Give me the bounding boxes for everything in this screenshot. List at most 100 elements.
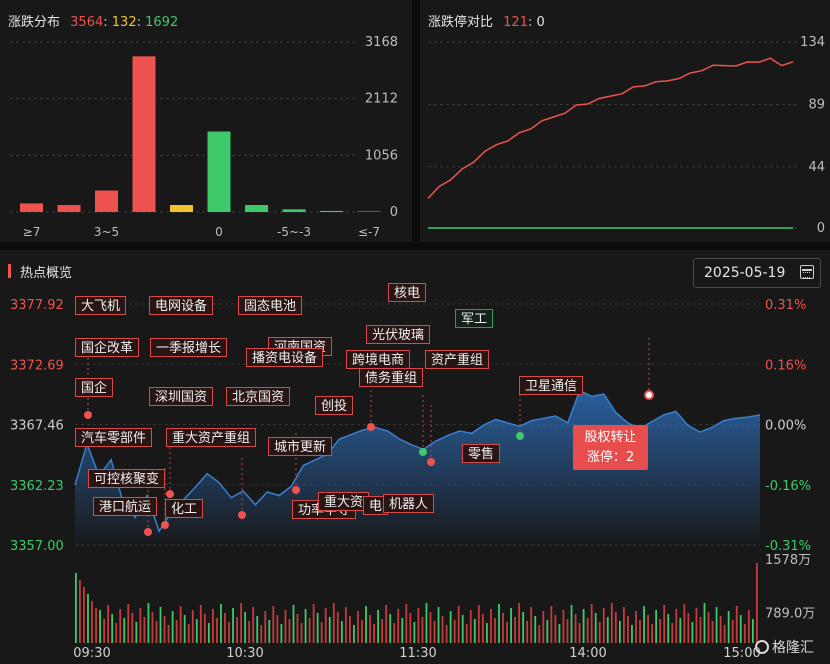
hotspot-tag[interactable]: 债务重组 [359,368,424,387]
bar [170,205,193,212]
limit-chart: 134 89 44 0 [427,35,825,236]
volume-bar [498,604,500,643]
y-tick-right: -0.16% [765,479,811,494]
volume-bar [365,606,367,643]
volume-bar [643,606,645,643]
volume-bar [216,618,218,643]
volume-bar [465,624,468,643]
y-tick-left: 3367.46 [10,419,64,434]
volume-bar [590,604,593,643]
y-tick-label: 2112 [365,92,398,107]
volume-bar [659,619,662,643]
volume-bar [715,607,718,643]
distribution-title: 涨跌分布 3564: 132: 1692 [8,11,178,30]
volume-bar [707,612,710,643]
volume-bar [183,615,186,643]
volume-bar [586,618,589,643]
calendar-icon[interactable] [800,265,814,279]
hotspot-tag[interactable]: 深圳国资 [149,387,214,406]
x-tick-label: 11:30 [399,646,436,661]
hotspot-title-label: 热点概览 [20,266,73,281]
volume-bar [562,610,565,643]
volume-bar [675,609,678,643]
volume-bar [566,619,569,643]
y-tick-right: -0.31% [765,539,811,554]
volume-bar [324,608,327,643]
hotspot-tag[interactable]: 资产重组 [425,350,490,369]
event-marker [292,486,300,494]
hotspot-tag[interactable]: 跨境电商 [346,350,411,369]
volume-bar [119,609,122,643]
hotspot-tag[interactable]: 创投 [315,396,354,415]
volume-bar [107,605,110,643]
brand-icon [755,640,769,654]
hotspot-tag[interactable]: 汽车零部件 [75,428,153,447]
volume-bar [288,619,291,643]
event-marker [238,511,246,519]
hotspot-tag[interactable]: 固态电池 [238,296,303,315]
volume-bar [570,605,573,643]
y-tick-label: 3168 [365,35,398,50]
volume-bar [635,611,637,643]
hotspot-tag[interactable]: 一季报增长 [150,338,228,357]
event-marker [144,528,152,536]
tooltip-card: 股权转让 涨停：2 [573,425,648,470]
volume-bar [574,614,577,643]
volume-bar [195,619,198,643]
volume-bar [457,606,460,643]
volume-bar [445,625,448,643]
volume-bar [135,622,138,643]
volume-bar [244,612,247,643]
hotspot-tag[interactable]: 化工 [165,499,204,518]
limit-title-label: 涨跌停对比 [428,15,494,30]
bar [207,131,231,212]
volume-bar [328,617,331,643]
hotspot-title: 热点概览 [20,262,72,281]
hotspot-tag[interactable]: 大飞机 [75,296,127,315]
event-marker [367,423,375,431]
hotspot-tag[interactable]: 核电 [388,283,427,302]
hotspot-tag[interactable]: 电网设备 [149,296,214,315]
hotspot-tag[interactable]: 播资电设备 [246,348,324,367]
hotspot-tag[interactable]: 电 [363,496,389,515]
bar [320,210,343,212]
volume-bar [413,622,416,643]
hotspot-tag[interactable]: 卫星通信 [519,376,584,395]
down-count: 1692 [145,15,179,30]
x-tick-label: 0 [215,225,223,239]
sep: : [136,15,141,30]
volume-bar [187,624,190,643]
hotspot-tag[interactable]: 光伏玻璃 [366,325,431,344]
volume-bar [655,610,658,643]
hotspot-tag[interactable]: 军工 [455,309,494,328]
y-tick-label: 89 [808,97,825,112]
hotspot-tag[interactable]: 零售 [462,444,501,463]
volume-bar [453,620,456,643]
hotspot-tag[interactable]: 北京国资 [226,387,291,406]
hotspot-tag[interactable]: 国企改革 [75,338,140,357]
volume-bar [695,608,698,643]
volume-bar [477,605,480,643]
hotspot-tag[interactable]: 可控核聚变 [88,469,166,488]
x-tick-label: -5~-3 [277,225,311,239]
hotspot-tag[interactable]: 港口航运 [93,497,158,516]
volume-bar [248,621,251,643]
y-tick-left: 3372.69 [10,358,64,373]
date-picker[interactable]: 2025-05-19 [693,258,821,288]
limit-title: 涨跌停对比 121: 0 [428,11,545,30]
volume-bar [236,617,238,643]
limit-up-count: 121 [503,15,528,30]
price-area [75,390,760,545]
volume-bar [405,604,408,643]
hotspot-tag[interactable]: 重大资 [318,492,370,511]
hotspot-tag[interactable]: 机器人 [383,494,435,513]
x-tick-label: 3~5 [94,225,119,239]
y-tick-label: 0 [390,205,398,220]
volume-bar [377,610,380,643]
flat-count: 132 [111,15,137,30]
hotspot-tag[interactable]: 城市更新 [268,437,333,456]
y-tick-right: 0.31% [765,298,806,313]
x-tick-label: 09:30 [73,646,110,661]
hotspot-tag[interactable]: 国企 [75,378,114,397]
hotspot-tag[interactable]: 重大资产重组 [166,428,257,447]
